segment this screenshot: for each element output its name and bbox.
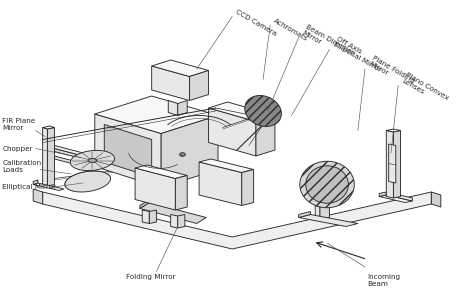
Polygon shape [140,202,206,224]
Polygon shape [299,212,310,218]
Polygon shape [47,128,55,186]
Ellipse shape [65,171,110,192]
Polygon shape [386,192,412,201]
Polygon shape [142,210,149,224]
Polygon shape [209,102,275,122]
Polygon shape [199,162,242,206]
Polygon shape [161,116,218,188]
Polygon shape [431,192,441,207]
Ellipse shape [70,150,115,171]
Polygon shape [171,214,178,228]
Polygon shape [379,195,412,202]
Polygon shape [43,192,431,249]
Polygon shape [178,100,187,116]
Polygon shape [190,70,209,101]
Text: Beam Direction
Mirror: Beam Direction Mirror [301,23,356,62]
Text: Elliptical Mirror: Elliptical Mirror [2,184,56,190]
Polygon shape [152,66,190,100]
Polygon shape [55,156,95,169]
Polygon shape [209,108,256,156]
Ellipse shape [300,161,354,208]
Text: Achromats: Achromats [273,17,309,42]
Polygon shape [379,192,386,196]
Ellipse shape [306,166,348,203]
Polygon shape [175,176,187,210]
Text: Off Axis
Elliptical Mirror: Off Axis Elliptical Mirror [332,35,385,74]
Polygon shape [43,128,47,186]
Polygon shape [55,146,95,159]
Polygon shape [386,130,393,198]
Ellipse shape [180,153,185,156]
Text: Plano Convex
Lenses: Plano Convex Lenses [401,71,449,107]
Polygon shape [256,116,275,156]
Text: Chopper: Chopper [2,146,33,152]
Polygon shape [168,100,178,116]
Polygon shape [135,165,187,178]
Polygon shape [320,206,329,219]
Polygon shape [33,189,43,204]
Polygon shape [389,144,396,183]
Polygon shape [43,126,55,129]
Ellipse shape [245,95,282,127]
Text: Folding Mirror: Folding Mirror [126,274,175,280]
Polygon shape [315,206,320,219]
Text: Incoming
Beam: Incoming Beam [367,274,401,287]
Text: Plane Folding
Mirror: Plane Folding Mirror [367,55,415,90]
Text: CCD Camera: CCD Camera [235,8,278,37]
Polygon shape [149,210,156,224]
Ellipse shape [88,158,97,162]
Polygon shape [386,129,401,132]
Polygon shape [33,183,64,190]
Polygon shape [140,200,149,208]
Text: FIR Plane
Mirror: FIR Plane Mirror [2,118,36,131]
Polygon shape [95,96,218,134]
Polygon shape [178,214,185,228]
Polygon shape [152,60,209,76]
Text: Calibration
Loads: Calibration Loads [2,160,42,173]
Polygon shape [242,169,254,206]
Polygon shape [95,114,161,188]
Polygon shape [33,180,38,184]
Polygon shape [393,130,401,198]
Polygon shape [299,214,358,226]
Polygon shape [135,168,175,210]
Polygon shape [55,148,95,162]
Polygon shape [104,124,152,177]
Polygon shape [199,159,254,172]
